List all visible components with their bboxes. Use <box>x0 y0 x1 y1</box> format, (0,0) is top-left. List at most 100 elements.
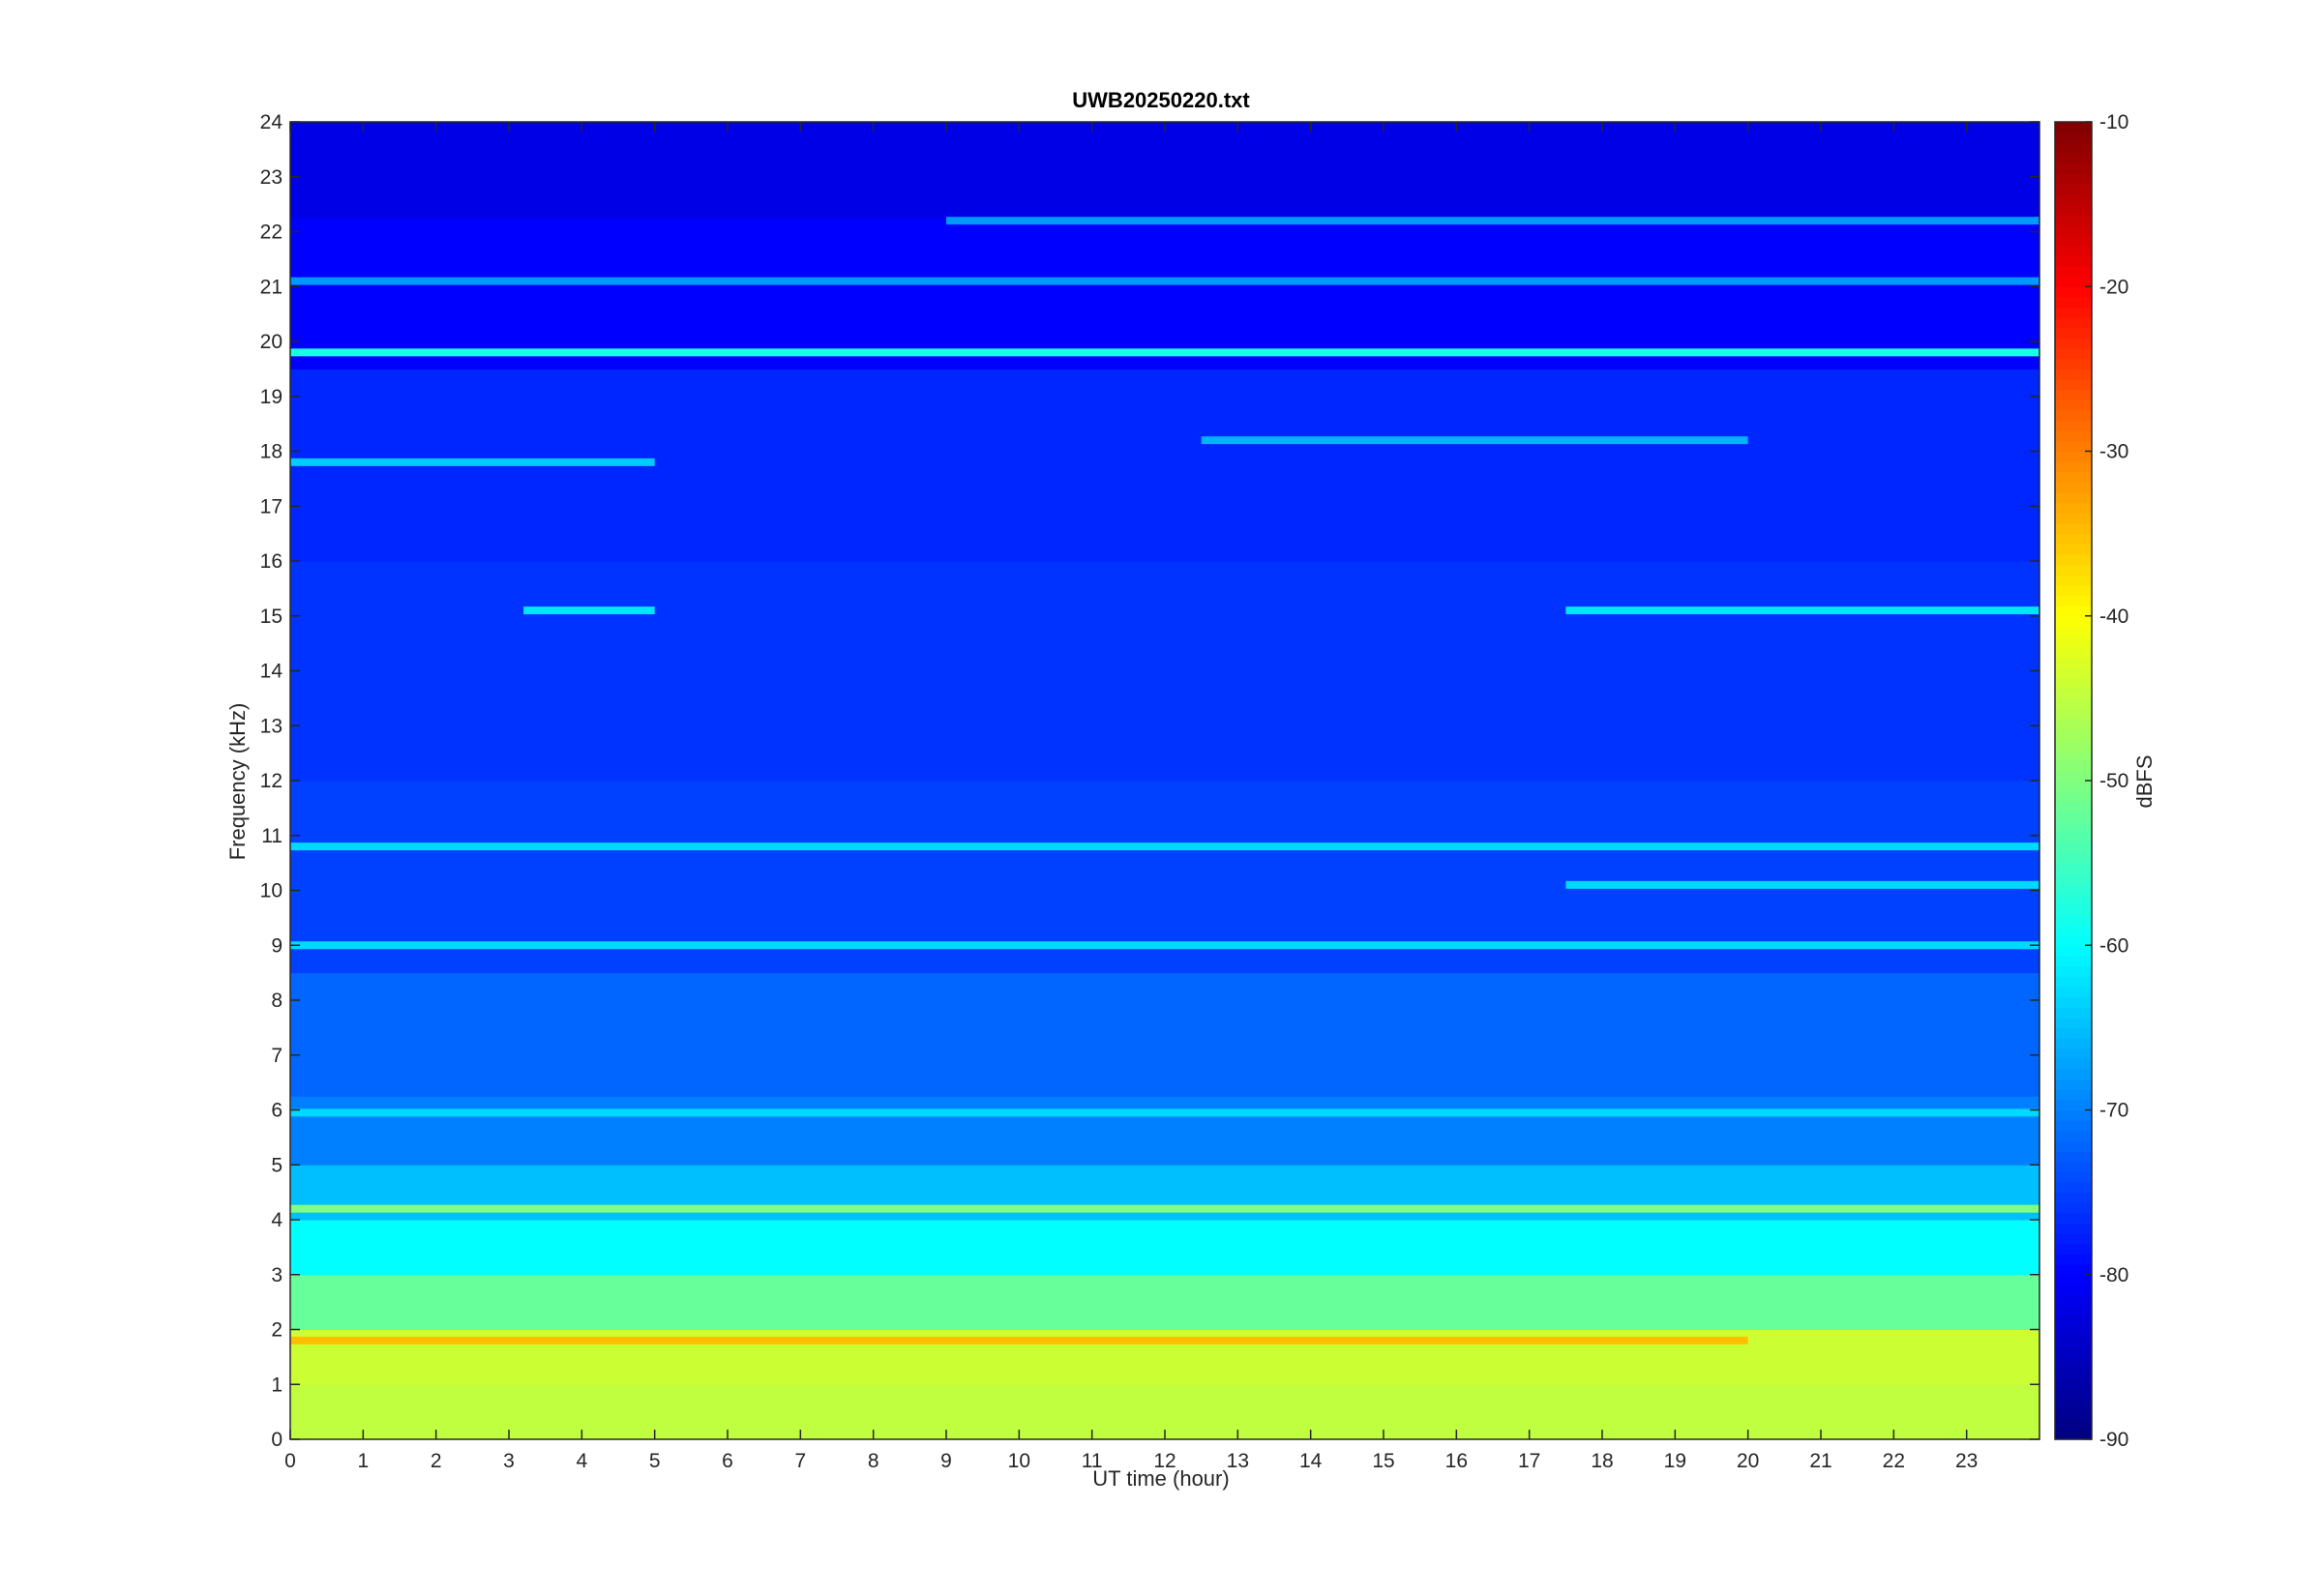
colorbar-segment <box>2055 1161 2092 1172</box>
colorbar-segment <box>2055 1212 2092 1225</box>
colorbar-segment <box>2055 790 2092 802</box>
colorbar-segment <box>2055 296 2092 309</box>
colorbar-segment <box>2055 1202 2092 1214</box>
y-tick-label: 20 <box>260 331 283 353</box>
colorbar-segment <box>2055 1264 2092 1276</box>
colorbar-tick-label: -10 <box>2099 111 2128 133</box>
colorbar-segment <box>2055 626 2092 637</box>
colorbar-segment <box>2055 1079 2092 1090</box>
colorbar-segment <box>2055 852 2092 864</box>
colorbar: -90 -80 -70 -60 -50 -40 -30 -20 -10 <box>2054 111 2128 1451</box>
x-tick-label: 10 <box>1008 1450 1030 1472</box>
chart-title: UWB20250220.txt <box>1072 88 1250 112</box>
colorbar-segment <box>2055 317 2092 329</box>
colorbar-segment <box>2055 606 2092 617</box>
colorbar-tick-label: -30 <box>2099 441 2128 463</box>
colorbar-segment <box>2055 688 2092 699</box>
colorbar-segment <box>2055 1356 2092 1369</box>
colorbar-segment <box>2055 801 2092 813</box>
background-layer <box>290 781 2039 974</box>
x-axis-label: UT time (hour) <box>1092 1466 1229 1491</box>
x-tick-label: 14 <box>1299 1450 1323 1472</box>
colorbar-segment <box>2055 677 2092 689</box>
emission-band <box>290 348 2039 357</box>
x-tick-label: 9 <box>940 1450 952 1472</box>
colorbar-segment <box>2055 1089 2092 1101</box>
colorbar-segment <box>2055 781 2092 792</box>
colorbar-segment <box>2055 286 2092 298</box>
x-tick-label: 23 <box>1955 1450 1978 1472</box>
colorbar-segment <box>2055 173 2092 185</box>
colorbar-segment <box>2055 276 2092 287</box>
colorbar-segment <box>2055 461 2092 473</box>
colorbar-segment <box>2055 1418 2092 1430</box>
colorbar-segment <box>2055 224 2092 236</box>
colorbar-segment <box>2055 697 2092 710</box>
y-tick-label: 7 <box>271 1045 283 1067</box>
colorbar-segment <box>2055 193 2092 205</box>
colorbar-segment <box>2055 575 2092 586</box>
colorbar-segment <box>2055 1429 2092 1440</box>
colorbar-segment <box>2055 553 2092 566</box>
y-tick-label: 6 <box>271 1100 283 1122</box>
colorbar-tick-label: -90 <box>2099 1429 2128 1451</box>
colorbar-segment <box>2055 1274 2092 1286</box>
colorbar-segment <box>2055 245 2092 256</box>
colorbar-segment <box>2055 255 2092 267</box>
x-tick-label: 16 <box>1445 1450 1468 1472</box>
colorbar-segment <box>2055 986 2092 998</box>
colorbar-segment <box>2055 399 2092 411</box>
colorbar-segment <box>2055 1223 2092 1234</box>
x-tick-label: 15 <box>1372 1450 1394 1472</box>
colorbar-segment <box>2055 564 2092 576</box>
x-tick-label: 19 <box>1664 1450 1686 1472</box>
colorbar-segment <box>2055 1346 2092 1358</box>
colorbar-segment <box>2055 1233 2092 1245</box>
colorbar-segment <box>2055 420 2092 431</box>
x-tick-label: 3 <box>503 1450 515 1472</box>
background-layer <box>290 1274 2039 1330</box>
colorbar-segment <box>2055 708 2092 720</box>
emission-band <box>1565 880 2039 889</box>
colorbar-segment <box>2055 183 2092 195</box>
colorbar-segment <box>2055 1048 2092 1059</box>
colorbar-segment <box>2055 1325 2092 1338</box>
colorbar-segment <box>2055 471 2092 484</box>
colorbar-segment <box>2055 666 2092 679</box>
y-tick-label: 2 <box>271 1319 283 1342</box>
colorbar-segment <box>2055 152 2092 164</box>
colorbar-segment <box>2055 1109 2092 1121</box>
colorbar-segment <box>2055 1181 2092 1194</box>
y-tick-label: 17 <box>260 495 283 517</box>
x-tick-label: 8 <box>868 1450 879 1472</box>
colorbar-segment <box>2055 492 2092 504</box>
y-tick-label: 23 <box>260 166 283 189</box>
colorbar-segment <box>2055 615 2092 627</box>
colorbar-segment <box>2055 965 2092 977</box>
colorbar-tick-label: -70 <box>2099 1100 2128 1122</box>
colorbar-segment <box>2055 945 2092 957</box>
colorbar-segment <box>2055 894 2092 905</box>
y-tick-label: 14 <box>260 661 283 683</box>
colorbar-segment <box>2055 1120 2092 1132</box>
x-tick-label: 21 <box>1809 1450 1831 1472</box>
colorbar-segment <box>2055 584 2092 597</box>
y-tick-label: 19 <box>260 386 283 408</box>
colorbar-segment <box>2055 502 2092 514</box>
colorbar-segment <box>2055 369 2092 380</box>
colorbar-segment <box>2055 1243 2092 1256</box>
colorbar-segment <box>2055 1038 2092 1049</box>
colorbar-segment <box>2055 132 2092 143</box>
emission-band <box>946 217 2039 225</box>
colorbar-label: dBFS <box>2132 754 2157 808</box>
colorbar-segment <box>2055 872 2092 885</box>
colorbar-tick-label: -20 <box>2099 276 2128 298</box>
colorbar-segment <box>2055 389 2092 400</box>
colorbar-segment <box>2055 1171 2092 1183</box>
y-tick-label: 0 <box>271 1429 283 1451</box>
colorbar-segment <box>2055 440 2092 453</box>
colorbar-tick-label: -60 <box>2099 934 2128 957</box>
emission-band <box>523 606 655 615</box>
colorbar-segment <box>2055 811 2092 823</box>
y-tick-label: 9 <box>271 934 283 957</box>
